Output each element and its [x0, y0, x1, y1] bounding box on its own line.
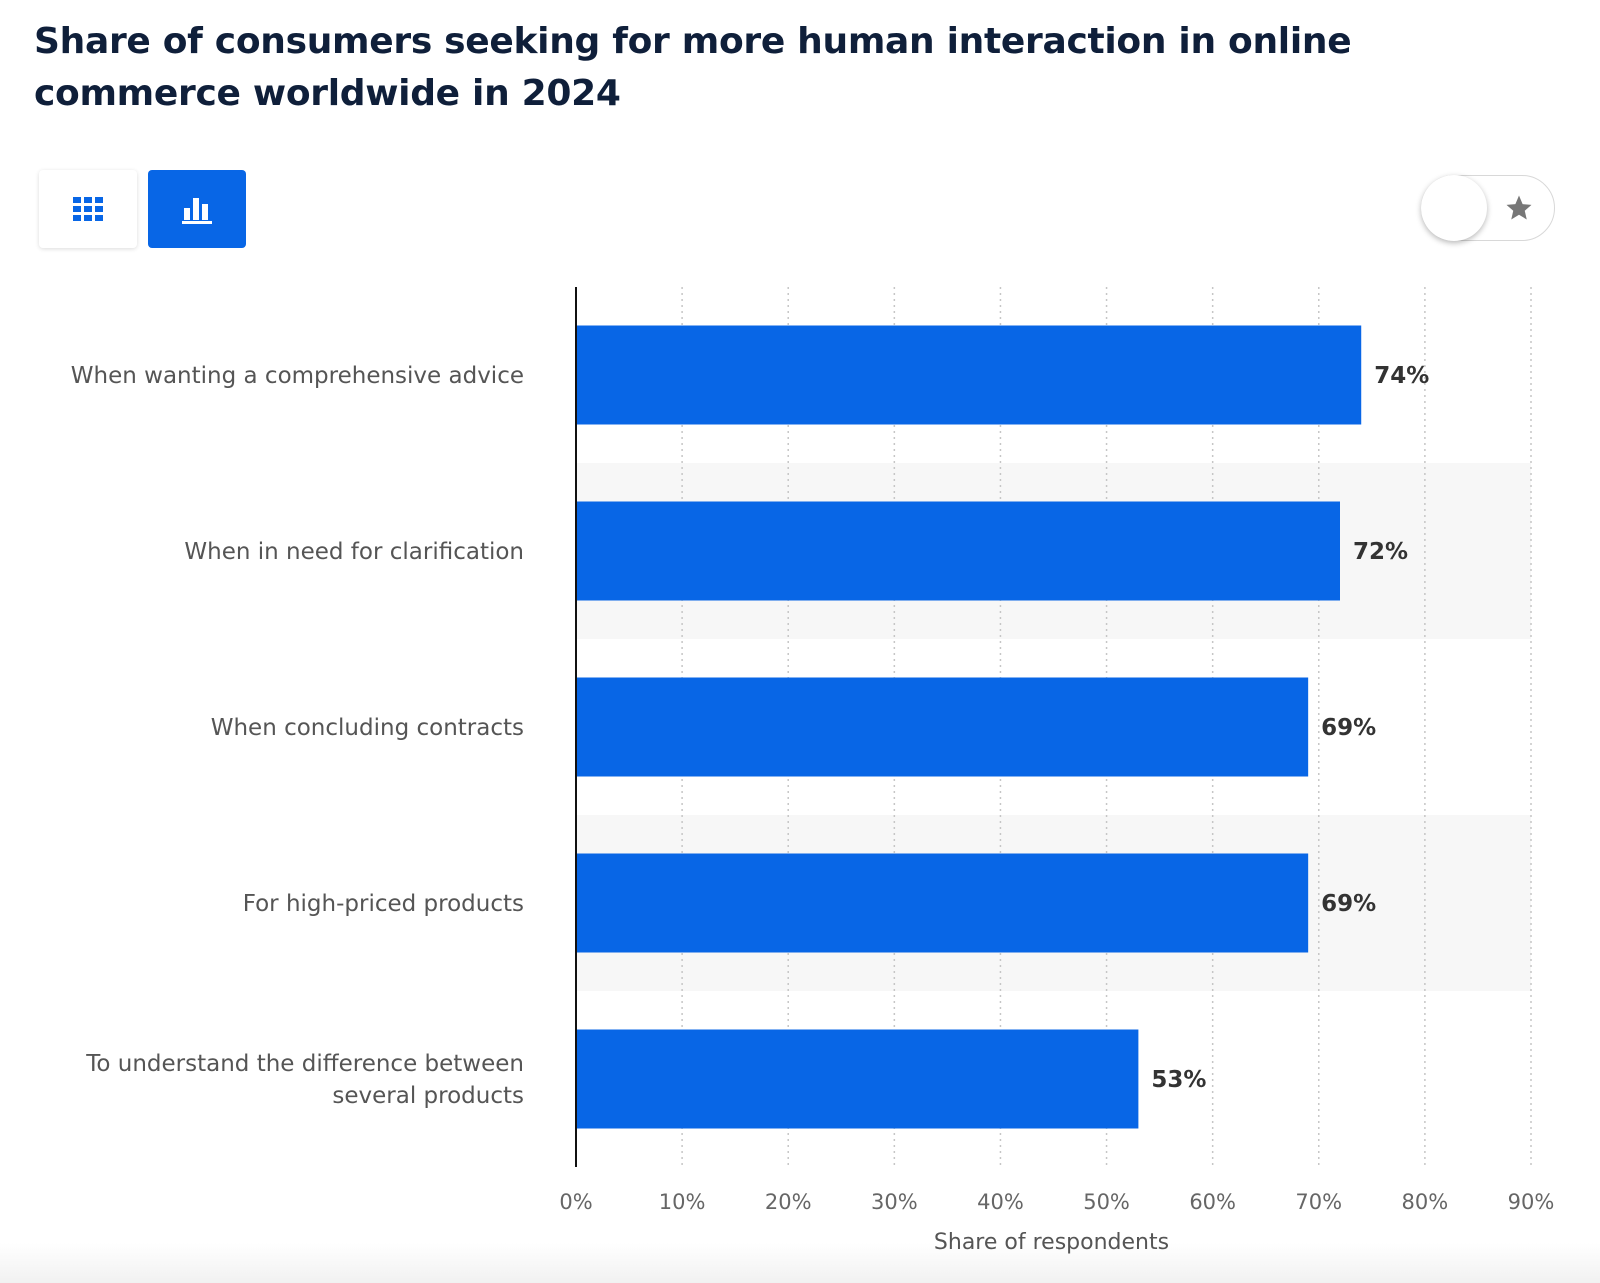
x-tick-label: 10% [659, 1190, 706, 1214]
category-label: When wanting a comprehensive advice [71, 363, 524, 389]
x-tick-label: 60% [1189, 1190, 1236, 1214]
x-tick-label: 50% [1083, 1190, 1130, 1214]
x-tick-label: 20% [765, 1190, 812, 1214]
chart-view-button[interactable] [148, 170, 246, 248]
bar-chart-icon [182, 198, 212, 224]
favorite-toggle[interactable] [1421, 175, 1555, 241]
data-label: 74% [1374, 363, 1429, 389]
grid-icon [73, 197, 103, 221]
category-label: For high-priced products [243, 891, 524, 917]
category-label: When concluding contracts [211, 715, 524, 741]
category-label: To understand the difference between seve… [85, 1051, 524, 1109]
data-label: 72% [1353, 539, 1408, 565]
data-label: 53% [1151, 1067, 1206, 1093]
table-view-button[interactable] [39, 170, 137, 248]
row-band [576, 463, 1531, 639]
bar[interactable] [576, 1029, 1139, 1129]
chart-title: Share of consumers seeking for more huma… [34, 21, 1352, 114]
data-label: 69% [1321, 715, 1376, 741]
page-bottom-fade [0, 1243, 1600, 1283]
row-band [576, 815, 1531, 991]
x-tick-label: 30% [871, 1190, 918, 1214]
x-tick-label: 80% [1402, 1190, 1449, 1214]
bar[interactable] [576, 677, 1309, 777]
x-tick-label: 0% [559, 1190, 592, 1214]
x-tick-label: 70% [1295, 1190, 1342, 1214]
toggle-knob[interactable] [1421, 175, 1487, 241]
data-label: 69% [1321, 891, 1376, 917]
star-icon [1506, 195, 1532, 220]
bar[interactable] [576, 501, 1340, 601]
bar[interactable] [576, 853, 1309, 953]
bar[interactable] [576, 325, 1362, 425]
x-tick-label: 90% [1508, 1190, 1555, 1214]
x-tick-label: 40% [977, 1190, 1024, 1214]
category-label: When in need for clarification [184, 539, 524, 565]
